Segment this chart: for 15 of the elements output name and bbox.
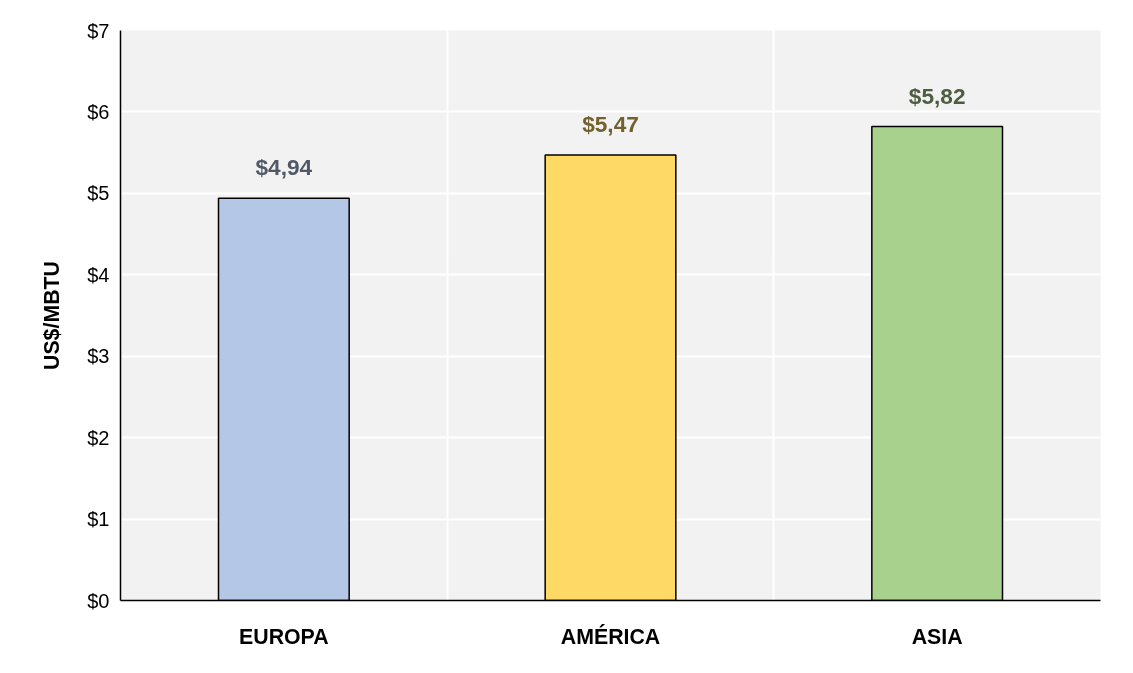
data-label: $4,94 [255, 154, 313, 181]
x-tick-label: EUROPA [239, 624, 329, 649]
x-tick-label: ASIA [911, 624, 963, 649]
y-tick-label: $0 [87, 589, 110, 612]
y-tick-label: $5 [87, 182, 110, 205]
y-tick-label: $1 [87, 508, 110, 531]
y-tick-label: $2 [87, 426, 110, 449]
x-tick-label: AMÉRICA [560, 623, 661, 649]
y-tick-label: $6 [87, 100, 110, 123]
y-tick-label: $7 [87, 19, 110, 42]
y-tick-label: $3 [87, 345, 110, 368]
data-label: $5,47 [582, 111, 639, 138]
data-label: $5,82 [908, 82, 966, 109]
y-tick-label: $4 [87, 263, 110, 286]
y-axis-title: US$/MBTU [40, 260, 65, 371]
